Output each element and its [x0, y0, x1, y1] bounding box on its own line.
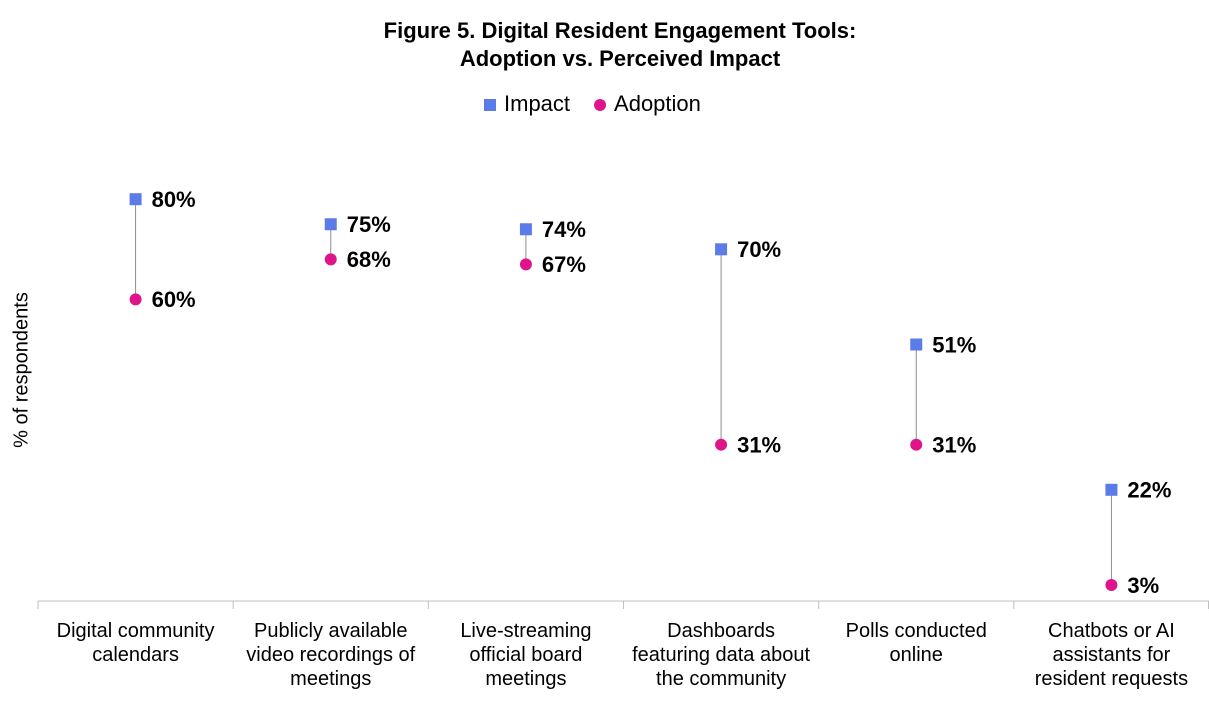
x-tick-label: Chatbots or AI assistants for resident r…	[1034, 620, 1189, 690]
impact-point	[324, 218, 337, 231]
legend-marker	[484, 99, 496, 111]
impact-point	[129, 193, 142, 206]
data-label: 31%	[737, 433, 781, 458]
data-label: 22%	[1127, 478, 1171, 503]
data-label: 3%	[1127, 573, 1159, 598]
adoption-point	[129, 293, 142, 306]
chart-title: Adoption vs. Perceived Impact	[460, 46, 781, 71]
data-label: 80%	[152, 187, 196, 212]
impact-point	[519, 223, 532, 236]
x-tick-label: Polls conducted online	[845, 620, 987, 666]
chart-title: Figure 5. Digital Resident Engagement To…	[384, 18, 857, 43]
adoption-point	[910, 438, 923, 451]
x-tick-label: Dashboards featuring data about the comm…	[632, 620, 811, 690]
data-label: 70%	[737, 237, 781, 262]
adoption-point	[519, 258, 532, 271]
data-label: 68%	[347, 247, 391, 272]
x-tick-label: Live-streaming official board meetings	[460, 620, 592, 690]
legend-marker	[594, 99, 607, 111]
data-label: 51%	[932, 332, 976, 357]
impact-point	[715, 243, 728, 256]
data-label: 31%	[932, 433, 976, 458]
x-tick-label: Publicly available video recordings of m…	[246, 620, 416, 690]
data-label: 67%	[542, 252, 586, 277]
y-axis-label: % of respondents	[10, 292, 32, 448]
impact-point	[1105, 483, 1118, 496]
adoption-point	[715, 438, 728, 451]
legend-label: Adoption	[614, 91, 701, 116]
data-label: 75%	[347, 212, 391, 237]
adoption-point	[324, 253, 337, 266]
adoption-point	[1105, 578, 1118, 591]
impact-point	[910, 338, 923, 351]
data-label: 60%	[152, 287, 196, 312]
x-tick-label: Digital community calendars	[56, 620, 215, 666]
legend-label: Impact	[504, 91, 570, 116]
data-label: 74%	[542, 217, 586, 242]
